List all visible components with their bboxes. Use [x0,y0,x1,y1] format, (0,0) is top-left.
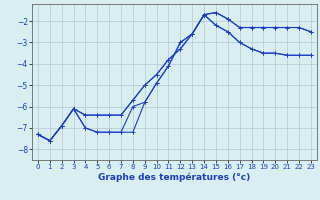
X-axis label: Graphe des températures (°c): Graphe des températures (°c) [98,173,251,182]
